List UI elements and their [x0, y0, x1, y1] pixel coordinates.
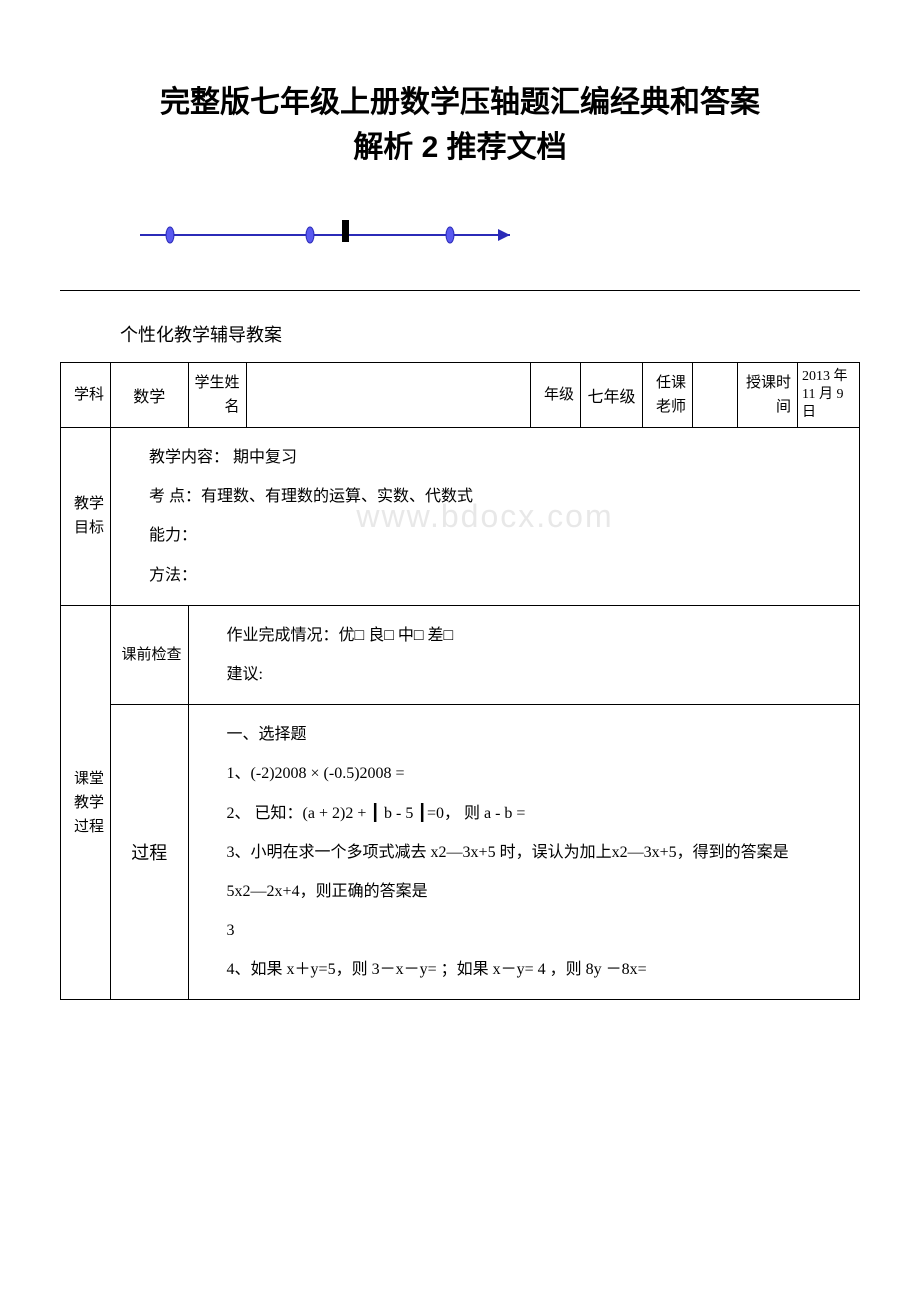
process-line: 1、(-2)2008 × (-0.5)2008 =	[195, 756, 853, 791]
goals-line: 教学内容： 期中复习	[117, 440, 853, 475]
goals-line: 考 点：有理数、有理数的运算、实数、代数式	[117, 479, 853, 514]
precheck-content: 作业完成情况：优□ 良□ 中□ 差□ 建议:	[188, 605, 859, 704]
number-line-diagram	[120, 210, 520, 260]
teacher-label: 任课老师	[643, 363, 693, 428]
title-line-1: 完整版七年级上册数学压轴题汇编经典和答案	[160, 86, 760, 119]
goals-label: 教学目标	[61, 428, 111, 606]
teacher-value	[693, 363, 738, 428]
lesson-plan-table: 学科 数学 学生姓名 年级 七年级 任课老师 授课时间 2013 年11 月 9…	[60, 362, 860, 1000]
process-inner-label: 过程	[111, 705, 189, 1000]
grade-label: 年级	[531, 363, 581, 428]
process-line: 一、选择题	[195, 717, 853, 752]
precheck-line: 作业完成情况：优□ 良□ 中□ 差□	[195, 618, 853, 653]
horizontal-divider	[60, 290, 860, 291]
goals-row: 教学目标 www.bdocx.com 教学内容： 期中复习 考 点：有理数、有理…	[61, 428, 860, 606]
precheck-label: 课前检查	[111, 605, 189, 704]
goals-content: www.bdocx.com 教学内容： 期中复习 考 点：有理数、有理数的运算、…	[111, 428, 860, 606]
goals-line: 能力：	[117, 518, 853, 553]
process-line: 2、 已知：(a + 2)2 + ┃ b - 5 ┃=0， 则 a - b =	[195, 796, 853, 831]
subject-value: 数学	[111, 363, 189, 428]
page-subtitle: 个性化教学辅导教案	[120, 321, 860, 347]
precheck-row: 课堂教学过程 课前检查 作业完成情况：优□ 良□ 中□ 差□ 建议:	[61, 605, 860, 704]
subject-label: 学科	[61, 363, 111, 428]
goals-line: 方法：	[117, 558, 853, 593]
student-label: 学生姓名	[188, 363, 246, 428]
process-row: 过程 一、选择题 1、(-2)2008 × (-0.5)2008 = 2、 已知…	[61, 705, 860, 1000]
header-row: 学科 数学 学生姓名 年级 七年级 任课老师 授课时间 2013 年11 月 9…	[61, 363, 860, 428]
process-content: 一、选择题 1、(-2)2008 × (-0.5)2008 = 2、 已知：(a…	[188, 705, 859, 1000]
grade-value: 七年级	[581, 363, 643, 428]
process-line: 5x2—2x+4，则正确的答案是	[195, 874, 853, 909]
date-value: 2013 年11 月 9 日	[798, 363, 860, 428]
student-value	[246, 363, 530, 428]
time-label: 授课时间	[738, 363, 798, 428]
process-outer-label: 课堂教学过程	[61, 605, 111, 1000]
precheck-line: 建议:	[195, 657, 853, 692]
process-line: 3、小明在求一个多项式减去 x2—3x+5 时，误认为加上x2—3x+5，得到的…	[195, 835, 853, 870]
process-line: 3	[195, 913, 853, 948]
process-line: 4、如果 x＋y=5，则 3－x－y= ；如果 x－y= 4 ，则 8y －8x…	[195, 952, 853, 987]
title-line-2: 解析 2 推荐文档	[353, 131, 566, 164]
document-title: 完整版七年级上册数学压轴题汇编经典和答案 解析 2 推荐文档	[60, 80, 860, 170]
